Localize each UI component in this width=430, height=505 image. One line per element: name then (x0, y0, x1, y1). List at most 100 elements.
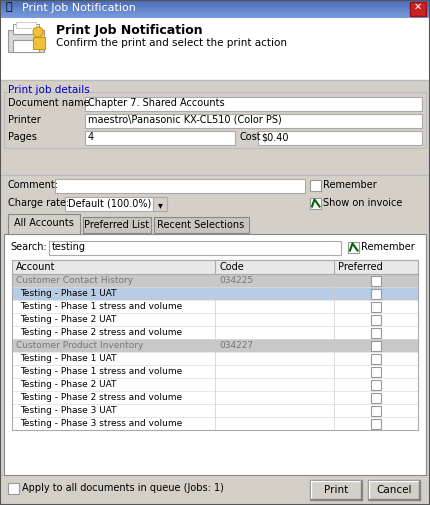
Bar (8, 214, 80, 234)
Text: Printer: Printer (8, 115, 41, 125)
Bar (12, 404, 418, 417)
Text: Code: Code (219, 262, 244, 272)
Bar (55, 179, 305, 193)
Text: Testing - Phase 2 UAT: Testing - Phase 2 UAT (20, 380, 117, 389)
Bar (83, 217, 151, 233)
Bar (371, 276, 381, 286)
Bar (154, 217, 249, 233)
Bar (0, 80, 430, 175)
Text: Recent Selections: Recent Selections (157, 220, 245, 230)
Text: Print Job Notification: Print Job Notification (22, 3, 136, 13)
Text: 🖨: 🖨 (6, 2, 12, 12)
Text: 034225: 034225 (219, 276, 253, 285)
Text: ▾: ▾ (157, 200, 163, 210)
Bar (371, 289, 381, 299)
Text: Print job details: Print job details (8, 85, 90, 95)
Text: Pages: Pages (8, 132, 37, 142)
Bar (16, 22, 36, 28)
Text: 034227: 034227 (219, 341, 253, 350)
Bar (371, 380, 381, 390)
Bar (0, 0, 429, 1)
Bar (12, 352, 418, 365)
Bar (49, 241, 341, 255)
Text: Comment:: Comment: (8, 180, 59, 190)
Bar (0, 1, 429, 2)
Bar (348, 242, 359, 253)
Bar (12, 391, 418, 404)
Text: Preferred List: Preferred List (84, 220, 150, 230)
Text: Testing - Phase 1 stress and volume: Testing - Phase 1 stress and volume (20, 302, 182, 311)
Text: Testing - Phase 3 UAT: Testing - Phase 3 UAT (20, 406, 117, 415)
Bar (4, 92, 426, 148)
Bar (310, 480, 362, 500)
Bar (0, 13, 429, 14)
Bar (0, 10, 429, 11)
Bar (8, 30, 44, 52)
Bar (0, 17, 429, 18)
Bar (371, 393, 381, 403)
Text: Show on invoice: Show on invoice (323, 198, 402, 208)
Bar (85, 97, 422, 111)
Text: Testing - Phase 2 UAT: Testing - Phase 2 UAT (20, 315, 117, 324)
Bar (0, 8, 429, 9)
Bar (310, 198, 321, 209)
Bar (12, 260, 418, 274)
Bar (12, 339, 418, 352)
Text: Account: Account (16, 262, 55, 272)
Bar (13, 40, 39, 52)
Bar (371, 315, 381, 325)
Text: Remember: Remember (323, 180, 377, 190)
Bar (371, 419, 381, 429)
Text: Charge rate:: Charge rate: (8, 198, 69, 208)
Bar (0, 12, 429, 13)
Bar (65, 197, 153, 211)
Bar (0, 5, 429, 6)
Text: Customer Product Inventory: Customer Product Inventory (16, 341, 143, 350)
Text: Remember: Remember (361, 242, 415, 252)
Text: Apply to all documents in queue (Jobs: 1): Apply to all documents in queue (Jobs: 1… (22, 483, 224, 493)
Text: Print: Print (324, 485, 348, 495)
Bar (13, 24, 39, 34)
Text: Testing - Phase 3 stress and volume: Testing - Phase 3 stress and volume (20, 419, 182, 428)
Text: Cost: Cost (240, 132, 261, 142)
Bar (371, 367, 381, 377)
Text: Testing - Phase 1 UAT: Testing - Phase 1 UAT (20, 354, 117, 363)
Bar (0, 4, 429, 5)
Text: Print Job Notification: Print Job Notification (56, 24, 203, 37)
Text: Testing - Phase 1 stress and volume: Testing - Phase 1 stress and volume (20, 367, 182, 376)
Bar (371, 406, 381, 416)
Text: Search:: Search: (10, 242, 47, 252)
Bar (12, 326, 418, 339)
Text: ✕: ✕ (414, 2, 422, 12)
Text: $0.40: $0.40 (261, 132, 289, 142)
Bar (4, 234, 426, 475)
Bar (410, 2, 426, 16)
Bar (0, 6, 429, 7)
Bar (12, 417, 418, 430)
Text: Testing - Phase 1 UAT: Testing - Phase 1 UAT (20, 289, 117, 298)
Bar (310, 180, 321, 191)
Bar (12, 287, 418, 300)
Bar (368, 480, 420, 500)
Bar (85, 131, 235, 145)
Bar (33, 37, 45, 49)
Text: All Accounts: All Accounts (14, 218, 74, 228)
Ellipse shape (33, 27, 43, 37)
Text: 4: 4 (88, 132, 94, 142)
Bar (0, 16, 429, 17)
Text: Chapter 7. Shared Accounts: Chapter 7. Shared Accounts (88, 98, 224, 108)
Bar (371, 302, 381, 312)
Bar (371, 354, 381, 364)
Bar (0, 9, 429, 10)
Bar (371, 328, 381, 338)
Bar (12, 300, 418, 313)
Bar (0, 2, 429, 3)
Text: testing: testing (52, 242, 86, 252)
Text: Confirm the print and select the print action: Confirm the print and select the print a… (56, 38, 287, 48)
Bar (153, 197, 167, 211)
Text: Testing - Phase 2 stress and volume: Testing - Phase 2 stress and volume (20, 328, 182, 337)
Text: maestro\Panasonic KX-CL510 (Color PS): maestro\Panasonic KX-CL510 (Color PS) (88, 115, 282, 125)
Bar (85, 114, 422, 128)
Bar (12, 378, 418, 391)
Text: Testing - Phase 2 stress and volume: Testing - Phase 2 stress and volume (20, 393, 182, 402)
